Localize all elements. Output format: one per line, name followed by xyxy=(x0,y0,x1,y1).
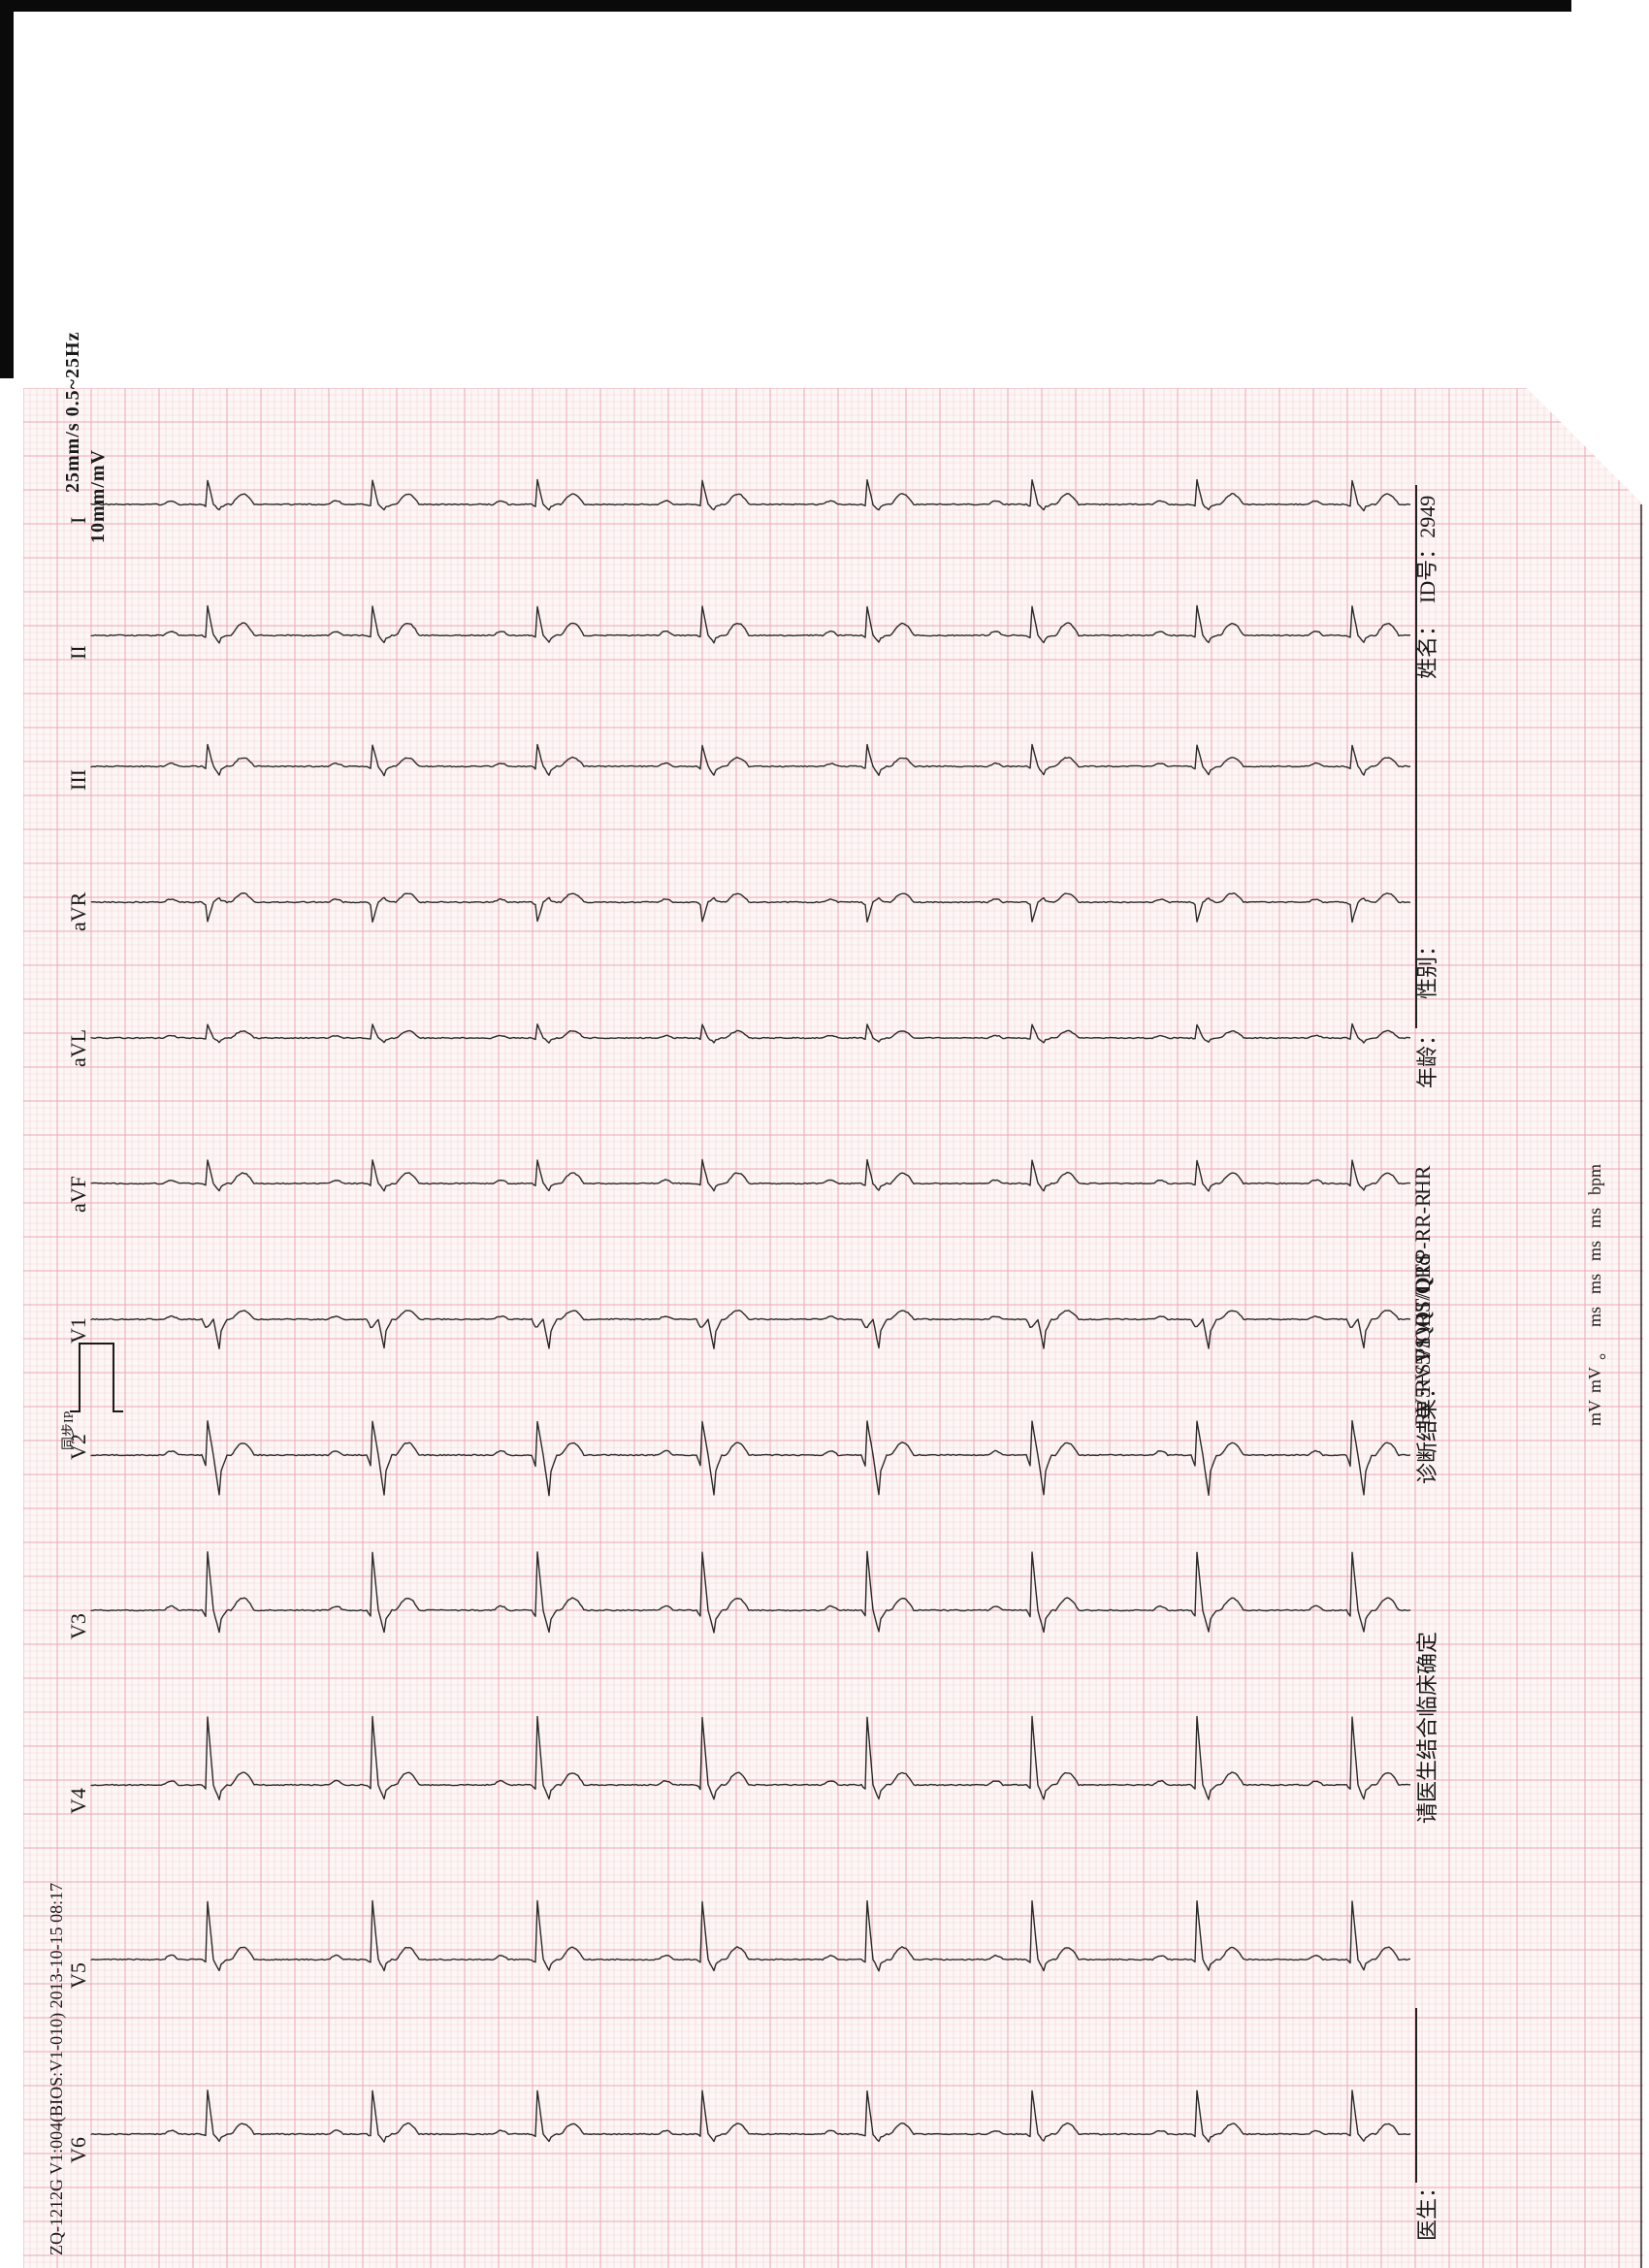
meas-unit: mV xyxy=(1585,1400,1605,1426)
lead-label: V5 xyxy=(66,1962,91,1989)
speed-filter-label: 25mm/s 0.5~25Hz xyxy=(62,332,84,494)
meas-unit: mV xyxy=(1585,1367,1605,1393)
doctor-label: 医生： xyxy=(1410,2177,1441,2241)
meas-unit: bpm xyxy=(1585,1164,1605,1195)
meas-unit: ms xyxy=(1585,1208,1605,1228)
lead-label: III xyxy=(66,769,91,791)
clinical-note: 请医生结合临床确定 xyxy=(1410,1632,1441,1824)
meas-unit: ms xyxy=(1585,1274,1605,1294)
footer-device-string: ZQ-1212G V1:004(BIOS:V1-010) 2013-10-15 … xyxy=(47,1883,67,2255)
age-underline xyxy=(1415,892,1417,1028)
meas-unit: 。 xyxy=(1585,1343,1610,1360)
meas-label: HR xyxy=(1410,1165,1436,1195)
scan-edge-top xyxy=(0,0,1571,12)
ecg-grid-and-traces xyxy=(23,388,1643,2268)
id-label-text: ID号： xyxy=(1415,538,1439,603)
lead-label: V6 xyxy=(66,2137,91,2163)
lead-label: V4 xyxy=(66,1788,91,1814)
doctor-underline xyxy=(1415,2008,1417,2183)
meas-unit: ms xyxy=(1585,1307,1605,1327)
scan-edge-left xyxy=(0,0,14,378)
ecg-paper: 25mm/s 0.5~25Hz 10mm/mV I II III aVR aVL… xyxy=(23,388,1643,2268)
diagnosis-label: 诊断结果： xyxy=(1410,1377,1441,1484)
lead-label: aVF xyxy=(66,1176,91,1213)
lead-label: V1 xyxy=(66,1317,91,1344)
lead-label: aVL xyxy=(66,1029,91,1067)
age-label: 年龄： xyxy=(1410,1024,1441,1088)
gain-label: 10mm/mV xyxy=(87,449,110,543)
calibration-label: 同步IP xyxy=(58,1411,78,1450)
lead-label: I xyxy=(66,517,91,524)
meas-unit: ms xyxy=(1585,1241,1605,1261)
meas-label: R-R xyxy=(1410,1192,1436,1228)
lead-label: II xyxy=(66,645,91,660)
id-value: 2949 xyxy=(1415,496,1439,538)
lead-label: aVR xyxy=(66,892,91,931)
lead-label: V3 xyxy=(66,1613,91,1639)
